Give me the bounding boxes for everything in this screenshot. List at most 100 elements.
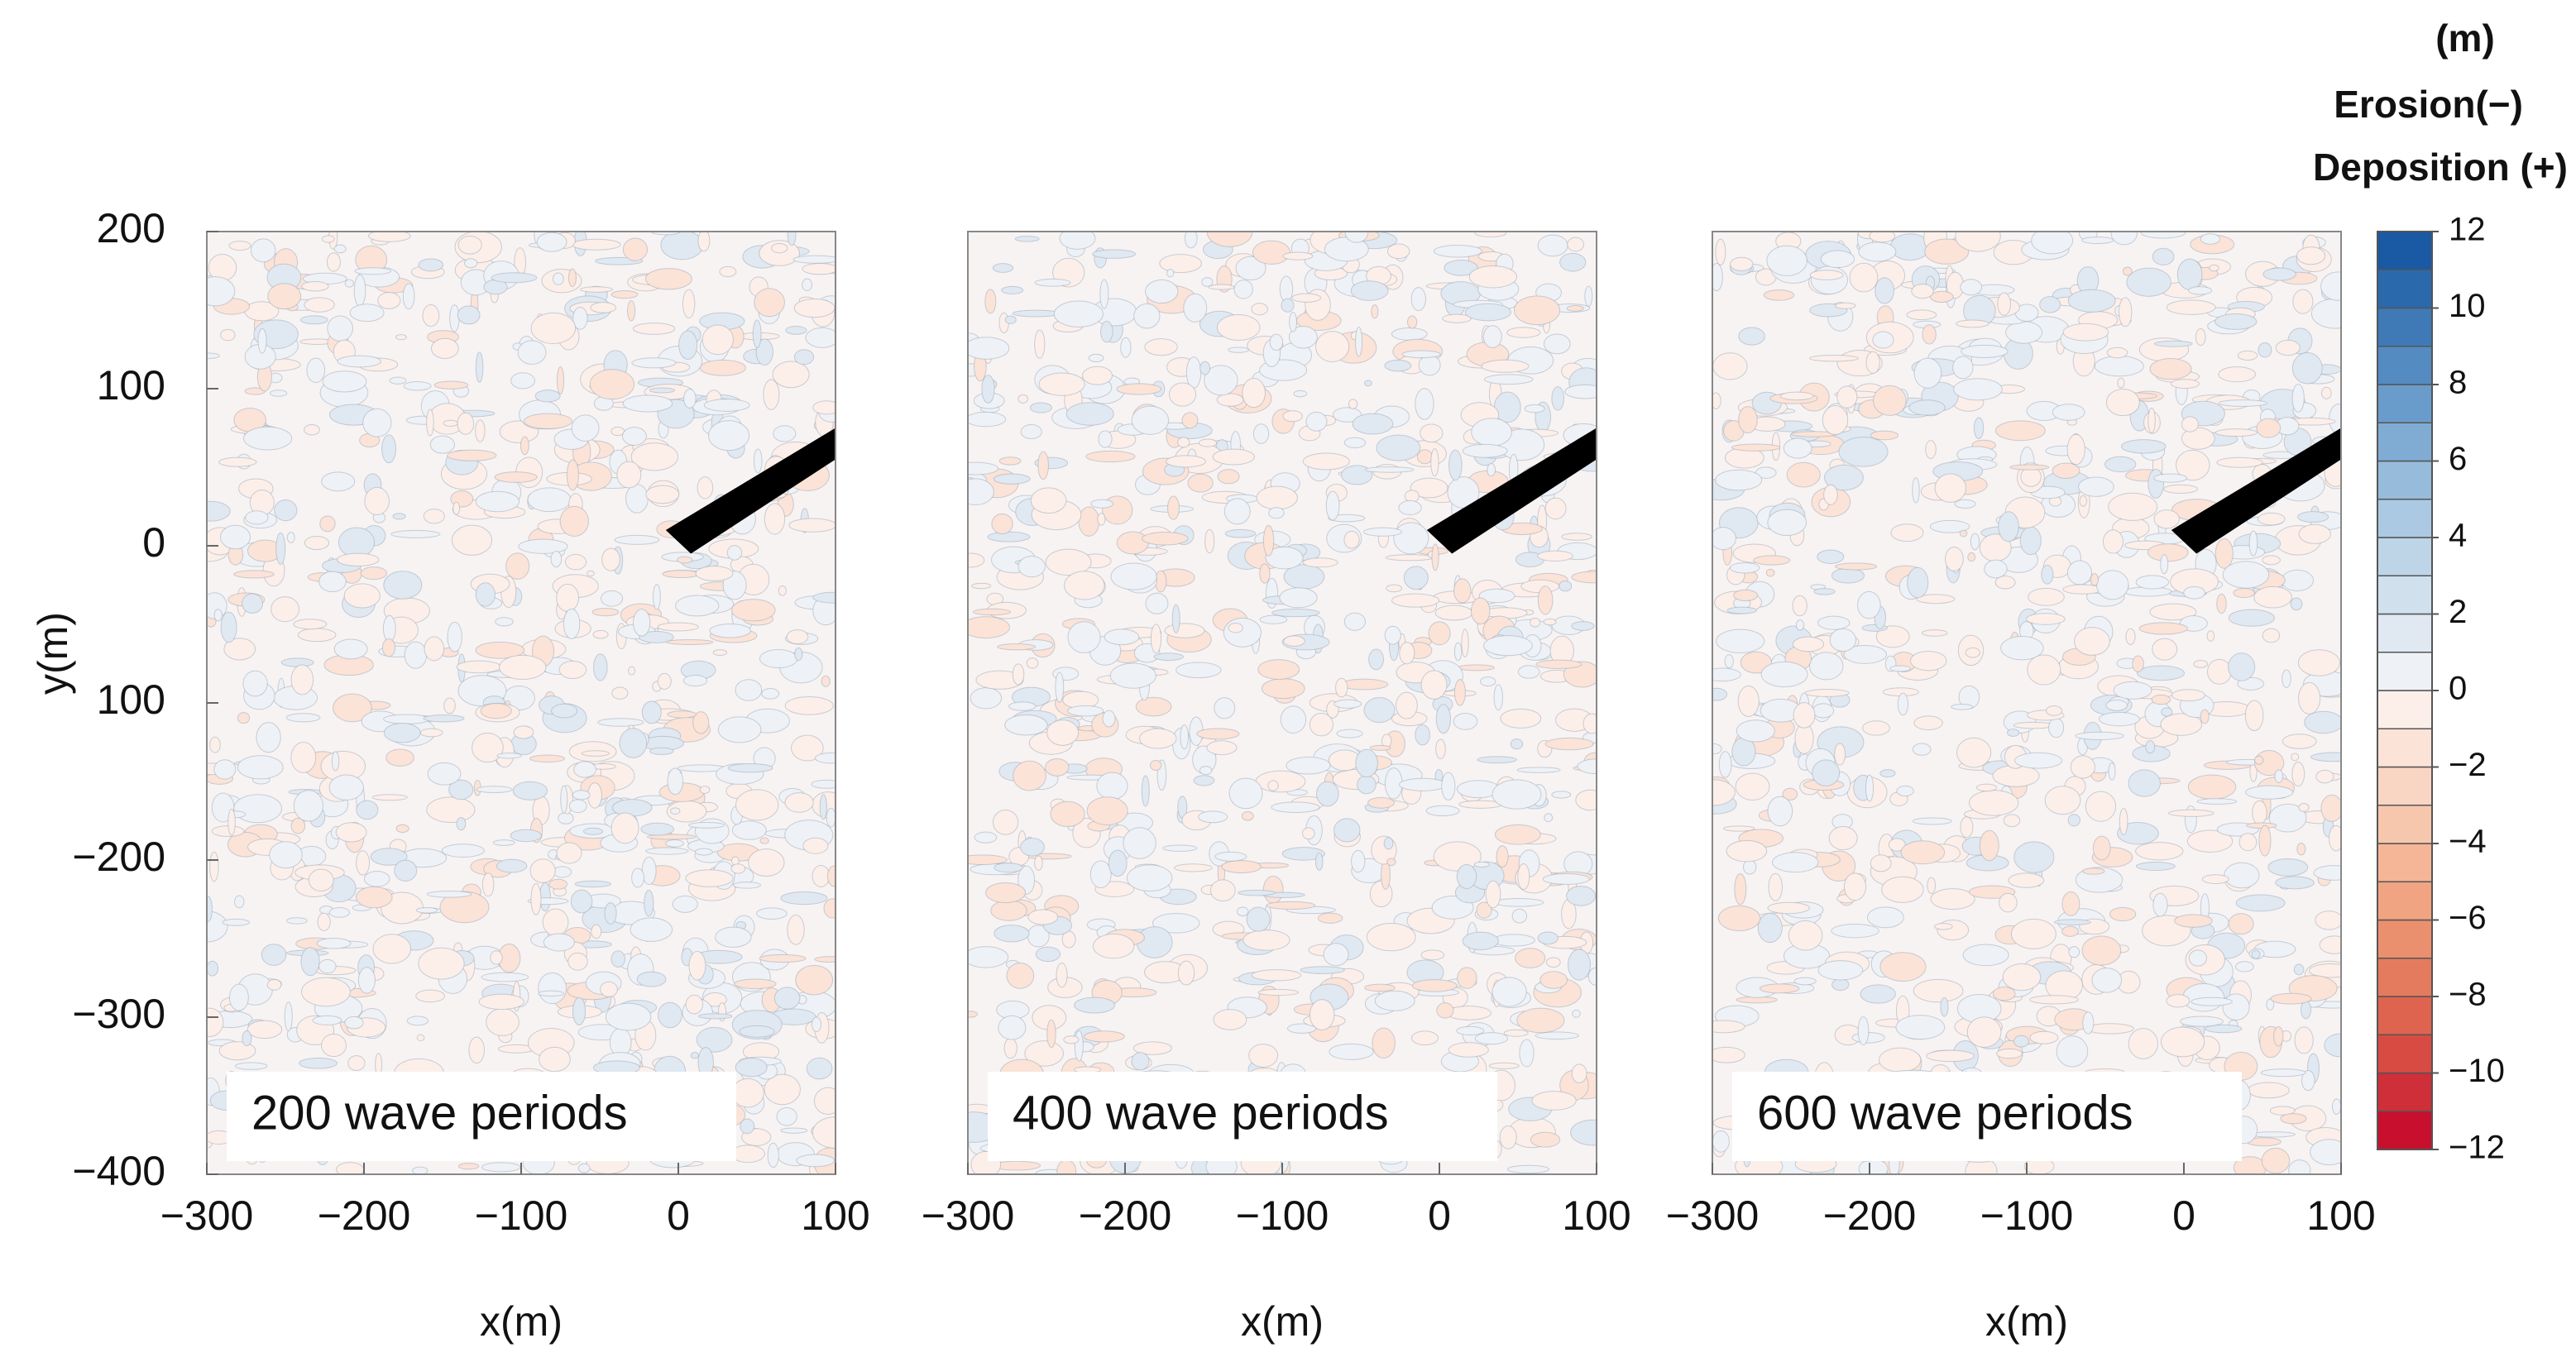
contour-blob [395, 334, 407, 341]
contour-blob [1410, 287, 1426, 312]
contour-blob [382, 614, 396, 643]
contour-blob [552, 272, 564, 285]
contour-blob [998, 456, 1022, 466]
contour-blob [1517, 863, 1530, 891]
contour-blob [677, 556, 693, 564]
contour-blob [645, 847, 689, 855]
contour-blob [1870, 430, 1899, 441]
contour-blob [2135, 842, 2184, 861]
contour-blob [572, 996, 587, 1025]
contour-blob [2262, 267, 2296, 281]
contour-blob [1224, 528, 1257, 538]
contour-blob [1496, 845, 1509, 868]
contour-blob [1214, 851, 1247, 862]
contour-blob [539, 1046, 571, 1073]
colorbar-title: Erosion(−) [2334, 83, 2523, 126]
contour-blob [968, 616, 1010, 639]
contour-blob [600, 981, 618, 997]
contour-blob [243, 426, 293, 451]
contour-blob [1571, 1063, 1587, 1083]
contour-blob [247, 1020, 283, 1039]
contour-blob [449, 304, 460, 332]
contour-blob [1364, 983, 1396, 992]
contour-blob [589, 369, 635, 400]
contour-blob [301, 281, 329, 292]
contour-blob [2191, 996, 2233, 1006]
contour-blob [1998, 511, 2019, 542]
contour-blob [426, 409, 434, 437]
contour-blob [2094, 356, 2144, 377]
contour-blob [1034, 329, 1046, 359]
contour-blob [207, 1007, 224, 1038]
contour-blob [1315, 781, 1339, 807]
contour-blob [1092, 933, 1135, 959]
contour-blob [338, 527, 376, 558]
contour-blob [286, 917, 308, 925]
contour-blob [1712, 392, 1721, 409]
contour-blob [1865, 351, 1880, 374]
contour-blob [1280, 705, 1307, 734]
contour-blob [1975, 783, 1998, 792]
contour-blob [1428, 621, 1451, 646]
contour-blob [1152, 912, 1200, 934]
contour-blob [412, 1166, 429, 1174]
contour-blob [2281, 569, 2314, 592]
contour-blob [424, 636, 445, 662]
colorbar-unit: (m) [2435, 17, 2495, 60]
contour-blob [510, 829, 543, 843]
contour-blob [1516, 767, 1561, 773]
contour-blob [968, 1011, 979, 1018]
contour-blob [2167, 809, 2214, 817]
contour-blob [1003, 1038, 1017, 1059]
contour-blob [1726, 606, 1757, 614]
contour-blob [2291, 762, 2305, 787]
contour-blob [730, 1145, 765, 1164]
contour-blob [1364, 466, 1415, 473]
contour-blob [2010, 918, 2056, 949]
contour-blob [475, 582, 496, 607]
contour-blob [2187, 774, 2237, 800]
contour-blob [1448, 1042, 1489, 1058]
contour-blob [2247, 1082, 2290, 1099]
contour-blob [1193, 775, 1215, 786]
contour-blob [1494, 824, 1541, 845]
contour-blob [787, 914, 805, 945]
contour-blob [1433, 245, 1482, 258]
contour-blob [1243, 930, 1290, 951]
contour-blob [2176, 258, 2203, 291]
contour-blob [1515, 948, 1546, 968]
contour-blob [1391, 327, 1428, 341]
contour-blob [478, 993, 524, 1011]
contour-blob [2235, 894, 2286, 912]
contour-blob [795, 964, 834, 996]
contour-blob [1265, 546, 1304, 570]
contour-blob [496, 753, 522, 759]
colorbar-band [2377, 1111, 2433, 1150]
contour-blob [304, 423, 320, 436]
contour-blob [819, 794, 827, 820]
contour-blob [731, 820, 767, 840]
contour-blob [1266, 901, 1316, 910]
contour-blob [730, 599, 776, 622]
contour-blob [2188, 286, 2213, 295]
contour-blob [536, 232, 567, 252]
contour-blob [452, 501, 461, 515]
contour-blob [1386, 584, 1403, 593]
contour-blob [2091, 968, 2123, 993]
contour-blob [1255, 770, 1306, 793]
x-tick-label: −200 [1823, 1192, 1917, 1239]
contour-blob [622, 394, 673, 413]
contour-blob [1530, 1131, 1561, 1148]
contour-blob [1343, 530, 1360, 549]
contour-blob [2298, 802, 2310, 812]
colorbar-tick-label: −8 [2449, 977, 2487, 1013]
contour-blob [1476, 901, 1492, 919]
contour-blob [1716, 628, 1765, 653]
contour-blob [645, 485, 680, 504]
contour-blob [2224, 862, 2260, 889]
contour-blob [300, 947, 320, 977]
contour-blob [1812, 703, 1835, 719]
contour-blob [1767, 796, 1793, 827]
contour-blob [2292, 289, 2314, 314]
contour-blob [539, 882, 551, 912]
